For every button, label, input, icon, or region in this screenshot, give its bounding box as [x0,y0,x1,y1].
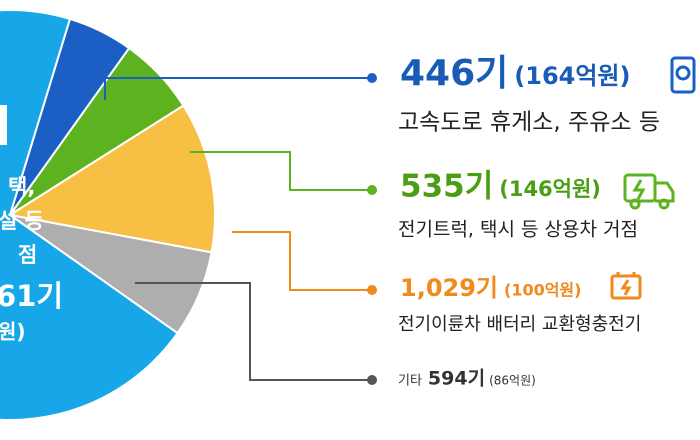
pie [0,9,216,421]
amount-label: (146억원) [499,177,601,201]
connector-dot [367,73,377,83]
connector [232,231,370,291]
value-label: 594기 [428,368,485,390]
connector-dot [367,285,377,295]
amount-label: (86억원) [489,374,536,388]
value-label: 535기 [400,169,493,205]
connector [104,77,370,100]
amount-label: (100억원) [504,281,581,300]
connector [190,151,370,191]
connector-dot [367,185,377,195]
category-label: 전기트럭, 택시 등 상용차 거점 [398,219,638,241]
category-label: 기타 [398,374,422,389]
category-label: 전기이륜차 배터리 교환형충전기 [398,314,641,335]
battery-icon [610,272,642,300]
truck-icon [623,173,675,210]
main-slice-line: 설 등 [0,209,44,233]
fuel-icon [670,56,696,94]
value-label: 1,029기 [400,274,498,302]
value-label: 446기 [400,53,508,94]
amount-label: (164억원) [514,62,630,90]
connector [135,282,370,381]
amount-label: 원) [0,320,26,344]
value-label: 61기 [0,279,63,313]
pie-slice [7,104,216,254]
main-slice-line: 점 [18,243,37,267]
main-slice-line: 택, [8,175,35,199]
pie-slice [0,9,179,421]
labels: 446기 (164억원) 고속도로 휴게소, 주유소 등 535기 (146억원) 전기트… [0,53,660,390]
connector-dot [367,375,377,385]
main-slice-mark [0,105,7,145]
category-label: 고속도로 휴게소, 주유소 등 [398,110,660,136]
